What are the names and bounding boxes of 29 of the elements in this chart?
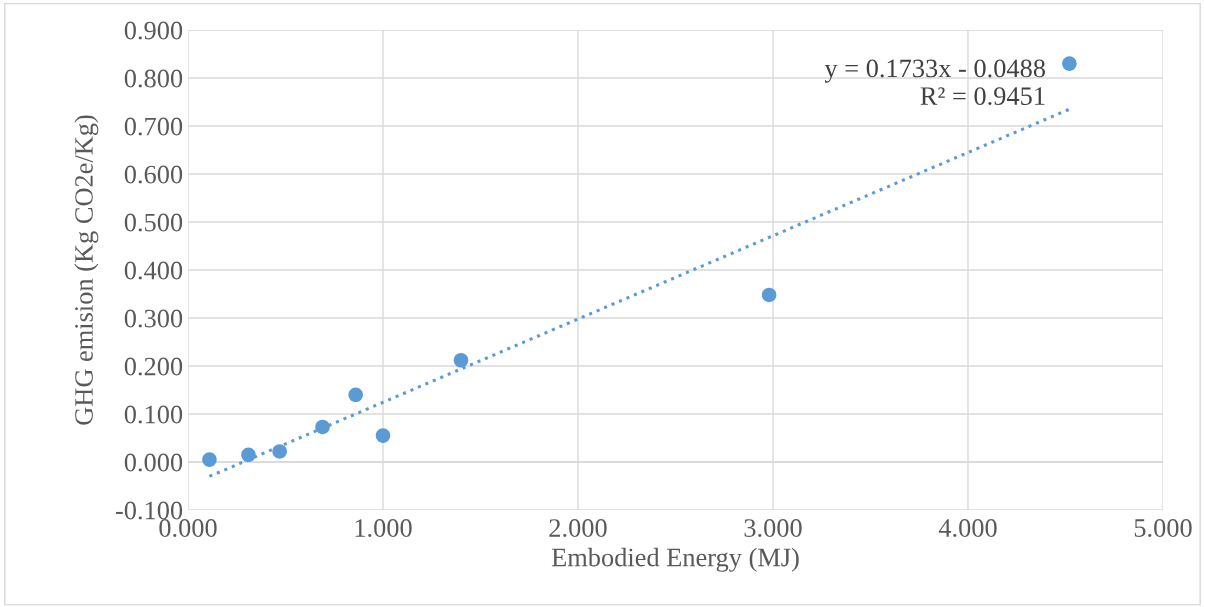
y-tick-label: 0.600 xyxy=(124,165,183,184)
y-tick-label: -0.100 xyxy=(115,501,183,520)
y-tick-label: 0.400 xyxy=(124,261,183,280)
x-axis-title: Embodied Energy (MJ) xyxy=(551,547,799,572)
point xyxy=(453,352,469,368)
point xyxy=(761,287,777,303)
annotation: y = 0.1733x - 0.0488 R² = 0.9451 xyxy=(824,59,1045,106)
x-tick-label: 4.000 xyxy=(938,519,997,538)
y-tick-label: 0.500 xyxy=(124,213,183,232)
y-tick-label: 0.700 xyxy=(124,117,183,136)
point xyxy=(272,444,287,459)
point xyxy=(1062,56,1077,71)
x-tick-label: 5.000 xyxy=(1134,519,1192,538)
y-tick-label: 0.900 xyxy=(124,21,183,40)
point xyxy=(241,447,256,463)
y-axis-title: GHG emision (Kg CO2e/Kg) xyxy=(74,115,99,425)
x-tick-label: 1.000 xyxy=(355,519,412,538)
point xyxy=(348,387,363,403)
y-tick-label: 0.800 xyxy=(124,69,183,88)
point xyxy=(375,428,391,443)
point xyxy=(202,452,217,467)
point xyxy=(315,419,330,435)
x-tick-label: 2.000 xyxy=(549,519,607,538)
y-tick-label: 0.000 xyxy=(124,453,183,472)
x-tick-label: 0.000 xyxy=(159,519,217,538)
y-tick-label: 0.200 xyxy=(124,357,183,376)
y-tick-label: 0.100 xyxy=(124,405,183,424)
y-tick-label: 0.300 xyxy=(124,309,183,328)
x-tick-label: 3.000 xyxy=(744,519,802,538)
